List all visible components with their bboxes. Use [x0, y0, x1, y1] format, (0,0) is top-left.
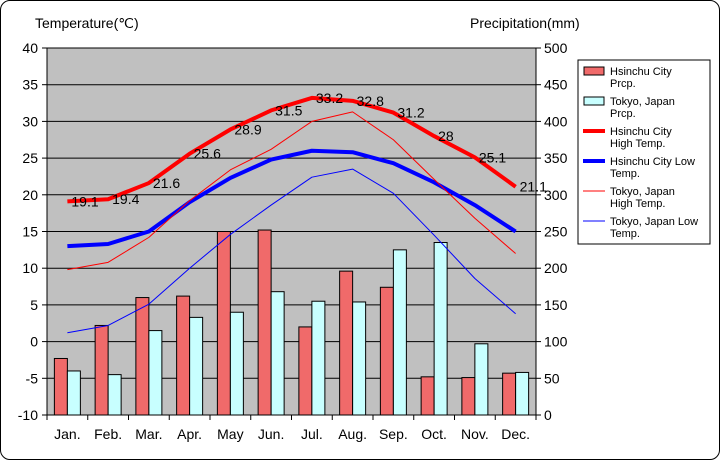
data-label: 19.1	[71, 193, 98, 209]
legend-label-cont: Temp.	[610, 168, 640, 180]
left-tick-label: -5	[26, 370, 39, 386]
left-tick-label: 40	[22, 40, 38, 56]
left-tick-label: 20	[22, 187, 38, 203]
series-line	[67, 168, 516, 334]
legend-label: Tokyo, Japan	[610, 186, 675, 198]
legend-label: Tokyo, Japan Low	[610, 216, 698, 228]
legend-label-cont: High Temp.	[610, 198, 665, 210]
x-tick-label: Oct.	[421, 426, 447, 442]
data-label: 31.2	[397, 105, 424, 121]
legend-label-cont: Prcp.	[610, 78, 636, 90]
bar	[474, 343, 489, 416]
bar	[339, 270, 354, 416]
legend-box	[577, 59, 711, 245]
legend-label: Hsinchu City	[610, 126, 672, 138]
left-tick-label: 10	[22, 260, 38, 276]
right-tick-label: 300	[544, 187, 568, 203]
bar	[229, 311, 244, 416]
bar	[420, 376, 435, 416]
legend-label: Hsinchu City	[610, 66, 672, 78]
legend-swatch	[583, 66, 605, 76]
bar	[135, 297, 150, 416]
bar	[298, 326, 313, 416]
legend-swatch	[583, 96, 605, 106]
bar	[461, 377, 476, 416]
x-tick-label: Mar.	[135, 426, 162, 442]
right-tick-label: 450	[544, 77, 568, 93]
left-tick-label: -10	[18, 407, 38, 423]
right-axis-title: Precipitation(mm)	[470, 15, 580, 31]
x-tick-label: Nov.	[461, 426, 489, 442]
bar	[502, 372, 517, 416]
legend-label-cont: High Temp.	[610, 138, 665, 150]
data-label: 21.1	[520, 179, 547, 195]
x-tick-label: Sep.	[379, 426, 408, 442]
left-tick-label: 0	[30, 334, 38, 350]
data-label: 28.9	[234, 121, 261, 137]
bar	[257, 229, 272, 416]
right-tick-label: 200	[544, 260, 568, 276]
bar	[53, 357, 68, 416]
data-label: 25.6	[194, 146, 221, 162]
x-tick-label: Aug.	[338, 426, 367, 442]
right-tick-label: 250	[544, 224, 568, 240]
right-tick-label: 0	[544, 407, 552, 423]
plot-border	[46, 47, 537, 416]
right-tick-label: 350	[544, 150, 568, 166]
data-label: 32.8	[357, 93, 384, 109]
left-tick-label: 35	[22, 77, 38, 93]
bar	[433, 242, 448, 416]
x-tick-label: Apr.	[177, 426, 202, 442]
data-label: 21.6	[153, 175, 180, 191]
plot-area: -10-505101520253035400501001502002503003…	[18, 40, 568, 442]
data-label: 31.5	[275, 102, 302, 118]
bar	[94, 324, 109, 416]
legend-label: Hsinchu City Low	[610, 156, 695, 168]
bar	[176, 295, 191, 416]
x-tick-label: May	[217, 426, 243, 442]
legend-label-cont: Temp.	[610, 228, 640, 240]
bar	[270, 291, 285, 416]
right-tick-label: 50	[544, 370, 560, 386]
left-tick-label: 5	[30, 297, 38, 313]
legend-label-cont: Prcp.	[610, 108, 636, 120]
data-label: 33.2	[316, 90, 343, 106]
bar	[515, 371, 530, 416]
data-label: 28	[438, 128, 454, 144]
bar	[216, 231, 231, 416]
x-tick-label: Dec.	[501, 426, 530, 442]
x-tick-label: Jul.	[301, 426, 323, 442]
series-line	[67, 111, 516, 271]
left-tick-label: 25	[22, 150, 38, 166]
bar	[107, 374, 122, 416]
bar	[379, 286, 394, 416]
x-tick-label: Jun.	[258, 426, 284, 442]
bar	[189, 316, 204, 416]
right-tick-label: 150	[544, 297, 568, 313]
data-label: 19.4	[112, 191, 139, 207]
left-axis-title: Temperature(℃)	[35, 15, 139, 31]
legend-label: Tokyo, Japan	[610, 96, 675, 108]
x-tick-label: Feb.	[94, 426, 122, 442]
right-tick-label: 100	[544, 334, 568, 350]
bar	[352, 301, 367, 416]
x-tick-label: Jan.	[54, 426, 80, 442]
left-tick-label: 30	[22, 113, 38, 129]
bar	[148, 330, 163, 416]
bar	[311, 300, 326, 416]
right-tick-label: 500	[544, 40, 568, 56]
right-tick-label: 400	[544, 113, 568, 129]
data-label: 25.1	[479, 149, 506, 165]
bar	[392, 249, 407, 416]
left-tick-label: 15	[22, 224, 38, 240]
series-line	[67, 95, 517, 204]
bar	[66, 370, 81, 416]
